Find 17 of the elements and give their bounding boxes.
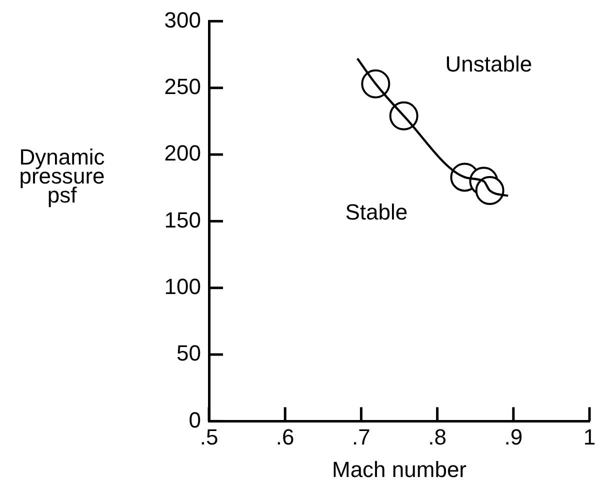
y-tick-label: 200 xyxy=(164,140,201,166)
y-tick-label: 0 xyxy=(188,407,201,432)
x-tick-label: .6 xyxy=(276,424,294,450)
x-tick-label: .5 xyxy=(200,424,218,450)
x-tick-label: .7 xyxy=(352,424,370,450)
y-tick-label: 50 xyxy=(176,340,201,366)
y-tick-label: 150 xyxy=(164,207,201,232)
y-tick-label: 250 xyxy=(164,74,201,99)
x-tick-label: .9 xyxy=(504,424,523,450)
x-axis-title: Mach number xyxy=(332,456,467,482)
y-axis-title: Dynamic pressure psf xyxy=(19,144,105,208)
y-tick-label: 100 xyxy=(164,274,201,299)
x-tick-label: .8 xyxy=(428,424,446,450)
y-tick-label: 300 xyxy=(164,7,201,32)
annotation: Stable xyxy=(345,199,408,224)
annotation: Unstable xyxy=(445,51,532,76)
x-tick-label: 1 xyxy=(583,424,596,450)
